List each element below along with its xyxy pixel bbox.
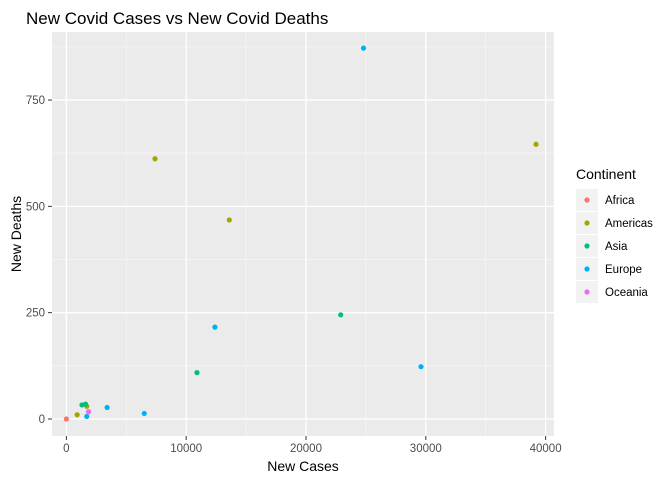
data-point-americas [533,141,539,147]
y-tick-label: 500 [26,201,45,213]
data-point-asia [338,312,344,318]
legend-key-africa [584,197,590,203]
legend-title: Continent [576,166,636,182]
minor-gridlines [52,32,554,436]
data-point-europe [141,410,147,417]
x-tick-label: 40000 [530,443,562,455]
x-axis-title: New Cases [267,458,339,474]
x-tick-label: 30000 [410,443,442,455]
y-axis-ticks: 0 250 500 750 [26,95,52,426]
y-tick-label: 250 [26,308,45,320]
data-point-asia [82,401,89,407]
x-axis-ticks: 0 10000 20000 30000 40000 [63,436,562,455]
data-point-americas [152,156,158,162]
y-tick-label: 750 [26,95,45,107]
data-point-americas [226,217,232,223]
data-point-europe [104,404,110,411]
y-tick-label: 0 [39,414,45,426]
x-tick-label: 10000 [170,443,202,455]
y-axis-title: New Deaths [8,196,24,272]
data-point-europe [84,413,90,420]
data-point-europe [418,364,424,370]
data-point-oceania [85,409,92,415]
legend-key-europe [584,266,590,272]
plot-panel [52,32,554,436]
data-points [63,45,539,422]
legend-label-oceania: Oceania [605,287,648,299]
data-point-americas [74,412,80,418]
major-gridlines [52,32,554,436]
data-point-europe [212,324,218,330]
legend-items: Africa Americas Asia Europe Oceania [576,189,653,303]
x-tick-label: 0 [63,443,69,455]
legend-label-asia: Asia [605,241,628,253]
legend: Continent Africa Americas Asia Europe Oceani… [576,166,653,303]
legend-key-asia [584,243,590,249]
legend-label-africa: Africa [605,195,635,207]
legend-label-europe: Europe [605,264,642,276]
chart-title: New Covid Cases vs New Covid Deaths [26,9,328,28]
legend-key-oceania [584,289,590,295]
data-point-europe [360,45,367,51]
legend-label-americas: Americas [605,218,653,230]
legend-key-americas [584,220,590,226]
data-point-africa [63,416,69,422]
data-point-asia [194,370,200,376]
x-tick-label: 20000 [290,443,322,455]
